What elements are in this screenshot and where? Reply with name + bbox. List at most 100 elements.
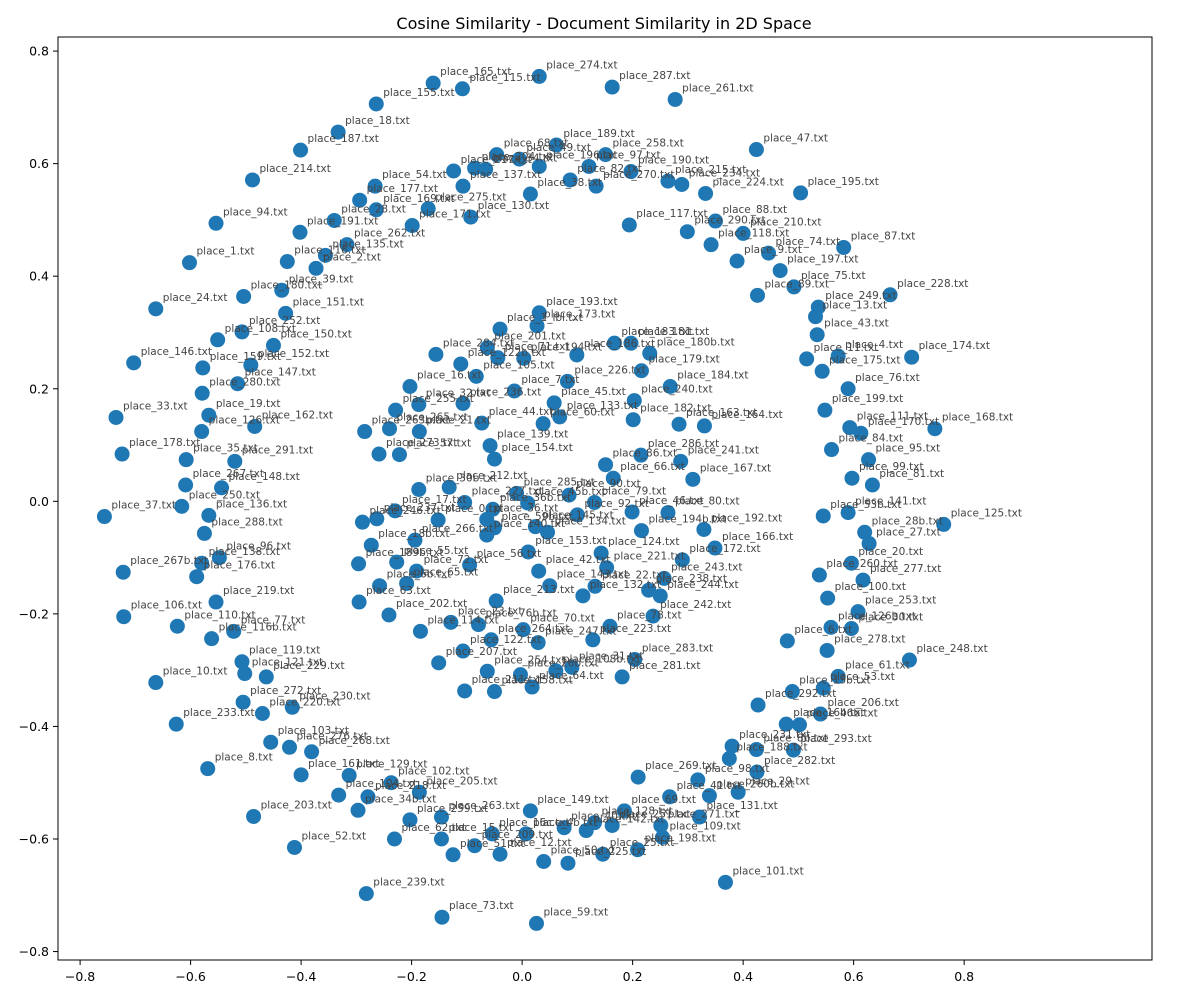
data-point-label: place_141.txt [855, 496, 926, 508]
data-point [194, 424, 210, 440]
data-point-label: place_98.txt [705, 763, 770, 775]
data-point-label: place_267.txt [193, 468, 264, 480]
data-point-label: place_76.txt [855, 372, 920, 384]
data-point-label: place_206.txt [827, 697, 898, 709]
data-point [569, 347, 585, 363]
data-point-label: place_105.txt [483, 359, 554, 371]
data-point [411, 397, 427, 413]
data-point [474, 415, 490, 431]
data-point [679, 224, 695, 240]
data-point-label: place_81.txt [879, 468, 944, 480]
data-point [707, 540, 723, 556]
data-point [428, 346, 444, 362]
data-point [381, 607, 397, 623]
data-point-label: place_19.txt [216, 398, 281, 410]
data-point-label: place_126b.txt [838, 610, 916, 622]
data-point-label: place_266.txt [422, 523, 493, 535]
y-tick-label: 0.2 [29, 381, 49, 396]
data-point [587, 494, 603, 510]
data-point-label: place_188.txt [736, 742, 807, 754]
data-point-label: place_278.txt [834, 633, 905, 645]
data-point-label: place_164.txt [711, 409, 782, 421]
data-point-label: place_189b.txt [366, 547, 444, 559]
data-point [304, 744, 320, 760]
data-point-label: place_260b.txt [716, 779, 794, 791]
data-point [552, 409, 568, 425]
data-point-label: place_243.txt [671, 561, 742, 573]
x-tick-label: 0.8 [954, 969, 974, 984]
data-point-label: place_274.txt [546, 59, 617, 71]
data-point-label: place_217.txt [461, 154, 532, 166]
data-point-label: place_273.txt [386, 437, 457, 449]
data-point-label: place_64.txt [539, 670, 604, 682]
data-point-label: place_125.txt [951, 507, 1022, 519]
data-point-label: place_270.txt [603, 169, 674, 181]
data-point-label: place_76b.txt [485, 608, 556, 620]
data-point [569, 507, 585, 523]
data-point [484, 826, 500, 842]
data-point [623, 335, 639, 351]
data-point-label: place_119.txt [249, 645, 320, 657]
data-point-label: place_29.txt [745, 775, 810, 787]
data-point [750, 697, 766, 713]
data-point-label: place_101.txt [732, 865, 803, 877]
data-point [293, 142, 309, 158]
data-point [809, 327, 825, 343]
data-point-label: place_16.txt [417, 370, 482, 382]
data-point-label: place_212.txt [456, 470, 527, 482]
data-point-label: place_181.txt [638, 326, 709, 338]
data-point-label: place_244.txt [667, 579, 738, 591]
data-point [265, 337, 281, 353]
data-point [178, 452, 194, 468]
data-point-label: place_60.txt [550, 407, 615, 419]
data-point [214, 480, 230, 496]
data-point-label: place_147.txt [245, 367, 316, 379]
data-point [696, 521, 712, 537]
data-point-label: place_190.txt [638, 155, 709, 167]
data-point [593, 545, 609, 561]
data-point [358, 886, 374, 902]
data-point [814, 363, 830, 379]
data-point [208, 215, 224, 231]
data-point-label: place_35.txt [193, 443, 258, 455]
data-point-label: place_68.txt [504, 138, 569, 150]
data-point [178, 477, 194, 493]
data-point-label: place_225.txt [575, 846, 646, 858]
data-point [317, 247, 333, 263]
data-point-label: place_2.txt [323, 251, 381, 263]
data-point-label: place_229.txt [273, 660, 344, 672]
data-point-label: place_109.txt [669, 820, 740, 832]
data-point-label: place_221.txt [614, 551, 685, 563]
data-point-label: place_131.txt [706, 800, 777, 812]
data-point-label: place_269.txt [645, 760, 716, 772]
data-point [927, 421, 943, 437]
data-point-label: place_284.txt [443, 337, 514, 349]
data-point [778, 716, 794, 732]
data-point [625, 412, 641, 428]
data-point [864, 477, 880, 493]
data-point-label: place_261.txt [682, 82, 753, 94]
data-point [855, 572, 871, 588]
data-point [614, 669, 630, 685]
data-point-label: place_80.txt [675, 496, 740, 508]
data-point [279, 254, 295, 270]
data-point [785, 742, 801, 758]
data-point [247, 418, 263, 434]
data-point [703, 237, 719, 253]
data-point-label: place_193.txt [546, 296, 617, 308]
data-point-label: place_287.txt [619, 70, 690, 82]
data-point [399, 575, 415, 591]
data-point-label: place_166.txt [722, 531, 793, 543]
data-point-label: place_70.txt [530, 613, 595, 625]
x-tick-label: 0.0 [512, 969, 532, 984]
data-point-label: place_199.txt [832, 393, 903, 405]
data-point-label: place_97.txt [596, 149, 661, 161]
data-point-label: place_31.txt [579, 650, 644, 662]
data-point-label: place_34b.txt [365, 793, 436, 805]
data-point [518, 826, 534, 842]
data-point [531, 563, 547, 579]
data-point [351, 556, 367, 572]
data-point-label: place_84.txt [839, 433, 904, 445]
data-point [749, 287, 765, 303]
data-point [453, 356, 469, 372]
